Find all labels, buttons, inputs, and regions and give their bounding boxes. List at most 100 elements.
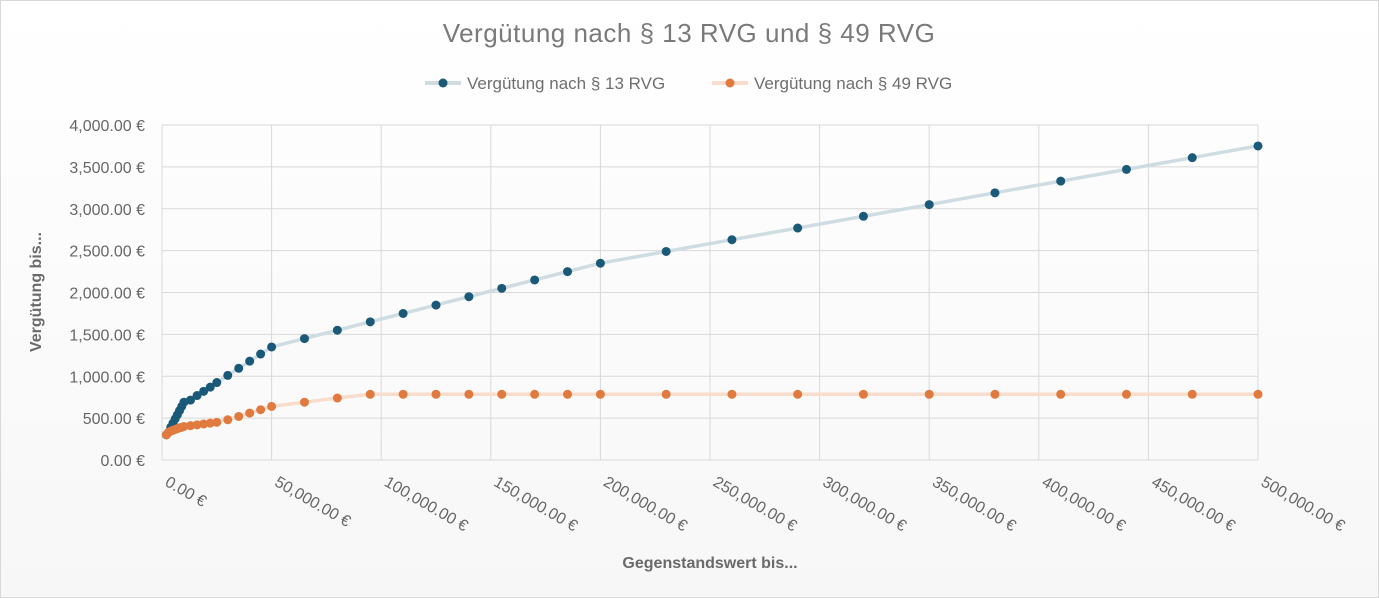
data-point bbox=[234, 363, 244, 373]
data-point bbox=[530, 389, 540, 399]
data-point bbox=[464, 389, 474, 399]
data-point bbox=[1056, 389, 1066, 399]
x-tick-label: 200,000.00 € bbox=[600, 474, 689, 535]
data-point bbox=[1253, 389, 1263, 399]
data-point bbox=[595, 258, 605, 268]
data-point bbox=[267, 342, 277, 352]
data-point bbox=[990, 188, 1000, 198]
series-0 bbox=[161, 141, 1263, 440]
data-point bbox=[332, 393, 342, 403]
data-point bbox=[192, 391, 202, 401]
data-point bbox=[563, 267, 573, 277]
data-point bbox=[497, 389, 507, 399]
data-point bbox=[793, 389, 803, 399]
data-point bbox=[398, 389, 408, 399]
data-point bbox=[924, 389, 934, 399]
data-point bbox=[530, 275, 540, 285]
data-point bbox=[267, 401, 277, 411]
data-point bbox=[365, 317, 375, 327]
data-point bbox=[1121, 389, 1131, 399]
legend-marker-49-rvg bbox=[725, 78, 735, 88]
data-point bbox=[212, 378, 222, 388]
data-point bbox=[212, 417, 222, 427]
data-point bbox=[595, 389, 605, 399]
legend-label-49-rvg: Vergütung nach § 49 RVG bbox=[754, 74, 952, 93]
data-point bbox=[661, 389, 671, 399]
y-tick-label: 2,000.00 € bbox=[69, 286, 145, 303]
x-axis-ticks: 0.00 € 50,000.00 € 100,000.00 € 150,000.00 … bbox=[162, 474, 1347, 535]
data-point bbox=[245, 408, 255, 418]
series-line bbox=[165, 392, 1258, 437]
data-point bbox=[199, 386, 209, 396]
legend-marker-13-rvg bbox=[438, 78, 448, 88]
y-tick-label: 1,000.00 € bbox=[69, 369, 145, 386]
data-point bbox=[205, 418, 215, 428]
y-tick-label: 4,000.00 € bbox=[69, 118, 145, 135]
data-point bbox=[185, 395, 195, 405]
series-line bbox=[165, 144, 1259, 437]
data-point bbox=[365, 389, 375, 399]
x-tick-label: 100,000.00 € bbox=[381, 474, 470, 535]
legend-item-49-rvg: Vergütung nach § 49 RVG bbox=[712, 74, 952, 93]
series-group bbox=[161, 141, 1263, 440]
x-tick-label: 400,000.00 € bbox=[1039, 474, 1128, 535]
data-point bbox=[858, 211, 868, 221]
y-axis-ticks: 0.00 € 500.00 € 1,000.00 € 1,500.00 € 2,000.… bbox=[69, 118, 145, 470]
legend: Vergütung nach § 13 RVG Vergütung nach §… bbox=[425, 74, 952, 93]
data-point bbox=[1187, 389, 1197, 399]
y-axis-title: Vergütung bis... bbox=[28, 232, 45, 352]
data-point bbox=[199, 419, 209, 429]
x-tick-label: 150,000.00 € bbox=[491, 474, 580, 535]
data-point bbox=[299, 334, 309, 344]
data-point bbox=[727, 235, 737, 245]
data-point bbox=[1253, 141, 1263, 151]
x-tick-label: 350,000.00 € bbox=[929, 474, 1018, 535]
y-tick-label: 2,500.00 € bbox=[69, 244, 145, 261]
x-tick-label: 500,000.00 € bbox=[1258, 474, 1347, 535]
data-point bbox=[234, 411, 244, 421]
data-point bbox=[398, 308, 408, 318]
data-point bbox=[223, 370, 233, 380]
x-tick-label: 250,000.00 € bbox=[710, 474, 799, 535]
data-point bbox=[192, 420, 202, 430]
series-1 bbox=[161, 389, 1263, 440]
y-tick-label: 1,500.00 € bbox=[69, 327, 145, 344]
y-tick-label: 500.00 € bbox=[83, 411, 145, 428]
data-point bbox=[256, 349, 266, 359]
data-point bbox=[1187, 153, 1197, 163]
data-point bbox=[431, 389, 441, 399]
y-tick-label: 0.00 € bbox=[101, 453, 146, 470]
y-tick-label: 3,000.00 € bbox=[69, 202, 145, 219]
x-axis-title: Gegenstandswert bis... bbox=[622, 555, 797, 572]
gridlines bbox=[161, 124, 1259, 461]
x-tick-label: 300,000.00 € bbox=[820, 474, 909, 535]
data-point bbox=[563, 389, 573, 399]
data-point bbox=[245, 356, 255, 366]
legend-item-13-rvg: Vergütung nach § 13 RVG bbox=[425, 74, 665, 93]
data-point bbox=[924, 200, 934, 210]
x-tick-label: 450,000.00 € bbox=[1148, 474, 1237, 535]
x-tick-label: 0.00 € bbox=[162, 474, 209, 511]
data-point bbox=[256, 405, 266, 415]
x-tick-label: 50,000.00 € bbox=[272, 474, 354, 531]
data-point bbox=[858, 389, 868, 399]
data-point bbox=[1121, 164, 1131, 174]
data-point bbox=[661, 246, 671, 256]
legend-label-13-rvg: Vergütung nach § 13 RVG bbox=[467, 74, 665, 93]
data-point bbox=[727, 389, 737, 399]
data-point bbox=[990, 389, 1000, 399]
data-point bbox=[431, 300, 441, 310]
data-point bbox=[464, 292, 474, 302]
data-point bbox=[1056, 176, 1066, 186]
data-point bbox=[179, 422, 189, 431]
data-point bbox=[332, 325, 342, 335]
data-point bbox=[223, 415, 233, 425]
data-point bbox=[205, 382, 215, 392]
data-point bbox=[185, 421, 195, 431]
chart-title: Vergütung nach § 13 RVG und § 49 RVG bbox=[443, 18, 936, 48]
data-point bbox=[299, 397, 309, 407]
data-point bbox=[793, 223, 803, 233]
data-point bbox=[497, 283, 507, 293]
